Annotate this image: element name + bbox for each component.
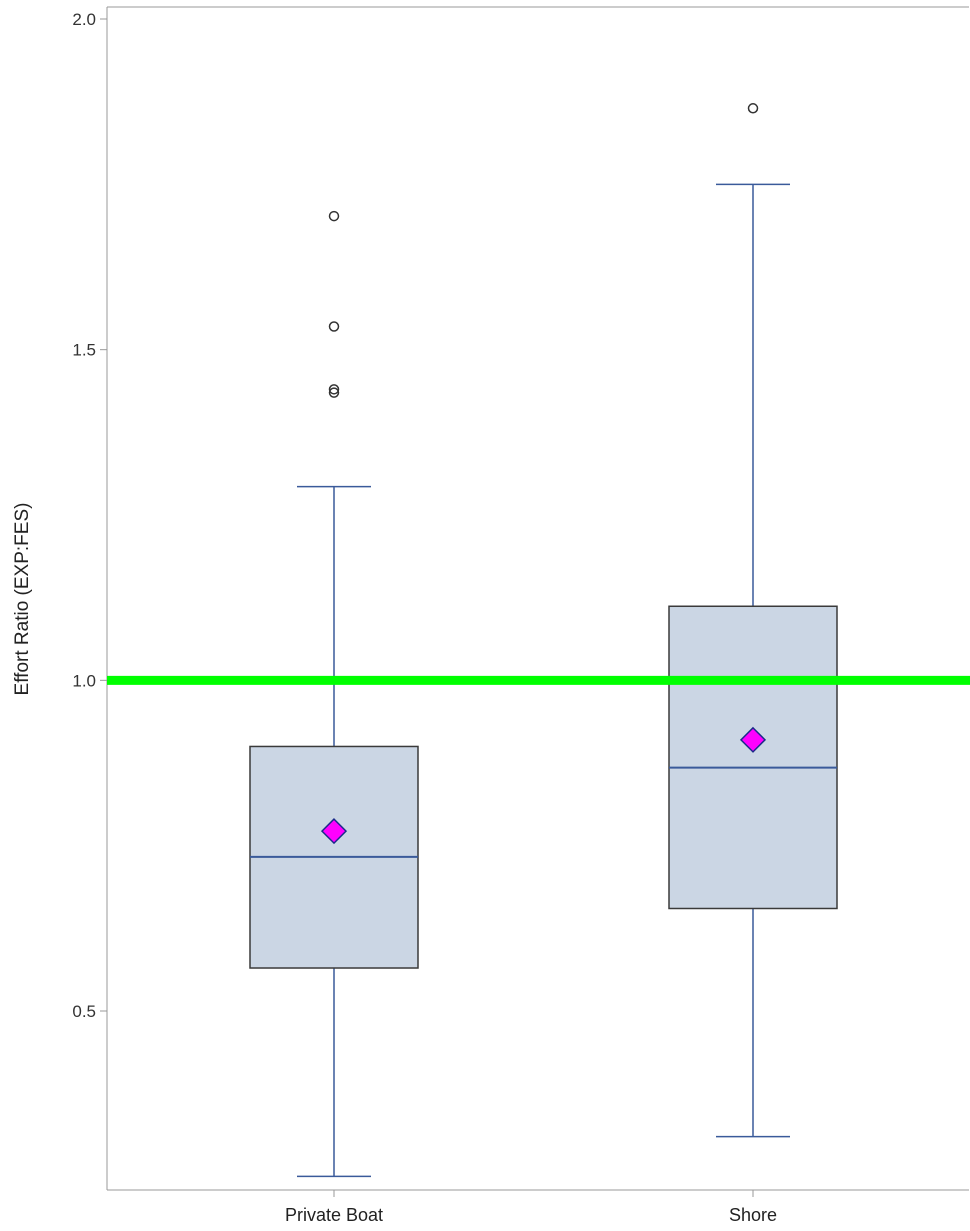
y-tick-label: 2.0 [72, 10, 96, 29]
y-axis-title: Effort Ratio (EXP:FES) [12, 503, 33, 696]
y-tick-label: 1.0 [72, 671, 96, 690]
outlier-point [328, 321, 340, 332]
outlier-point [328, 210, 340, 222]
plot-area: 0.5 1.0 1.5 2.0 Private Boat Shore [72, 6, 970, 1225]
mean-marker [320, 818, 348, 845]
x-tick-label: Private Boat [285, 1205, 383, 1225]
outlier-point [328, 387, 340, 398]
outlier-point [747, 103, 759, 114]
y-tick-label: 1.5 [72, 341, 96, 360]
y-tick-label: 0.5 [72, 1002, 96, 1021]
iqr-box [668, 605, 838, 910]
x-tick-label: Shore [729, 1205, 777, 1225]
mean-marker [739, 726, 767, 753]
outlier-point [328, 384, 340, 395]
